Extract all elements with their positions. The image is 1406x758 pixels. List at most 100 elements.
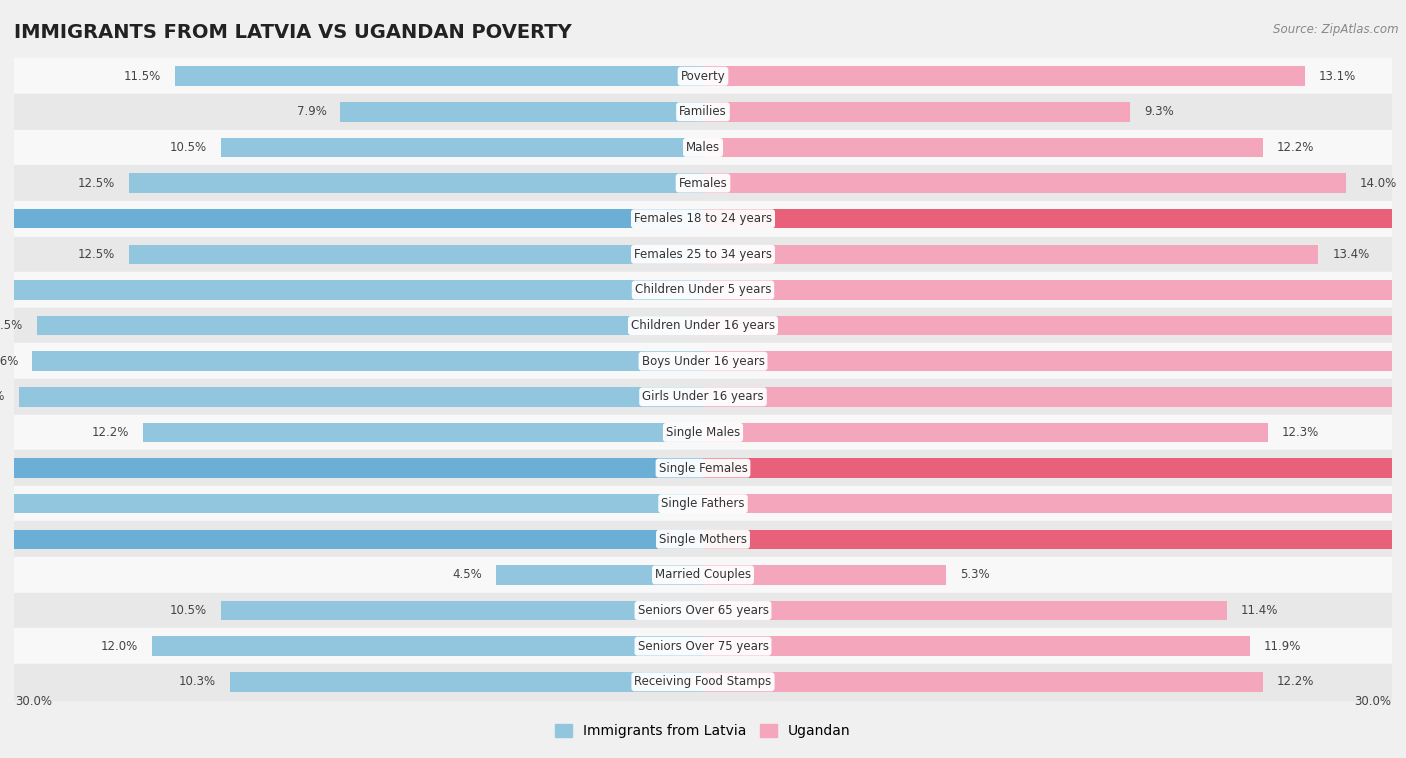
Bar [703,637,1250,656]
Text: Single Fathers: Single Fathers [661,497,745,510]
Text: 13.1%: 13.1% [1319,70,1355,83]
Text: Receiving Food Stamps: Receiving Food Stamps [634,675,772,688]
Text: 12.2%: 12.2% [1277,675,1315,688]
Text: 12.5%: 12.5% [77,248,115,261]
Text: Single Females: Single Females [658,462,748,475]
Text: 12.3%: 12.3% [1282,426,1319,439]
Bar [703,67,1305,86]
Bar [174,67,703,86]
Bar [703,565,946,584]
Text: Families: Families [679,105,727,118]
Text: Married Couples: Married Couples [655,568,751,581]
Text: Males: Males [686,141,720,154]
Text: 11.9%: 11.9% [1264,640,1301,653]
Text: Poverty: Poverty [681,70,725,83]
Text: 30.0%: 30.0% [1354,695,1391,708]
Bar [142,423,703,442]
Bar [14,664,1392,700]
Bar [14,415,1392,450]
Bar [14,343,1392,379]
Bar [0,459,703,478]
Text: 12.0%: 12.0% [101,640,138,653]
Bar [14,450,1392,486]
Bar [703,459,1406,478]
Text: 12.2%: 12.2% [91,426,129,439]
Bar [703,245,1319,264]
Text: Boys Under 16 years: Boys Under 16 years [641,355,765,368]
Text: 14.0%: 14.0% [1360,177,1398,190]
Bar [703,316,1406,335]
Text: Source: ZipAtlas.com: Source: ZipAtlas.com [1274,23,1399,36]
Text: 7.9%: 7.9% [297,105,326,118]
Bar [703,530,1406,549]
Bar [703,352,1406,371]
Bar [703,423,1268,442]
Text: 14.6%: 14.6% [0,355,18,368]
Bar [340,102,703,121]
Text: 13.4%: 13.4% [1333,248,1369,261]
Bar [14,379,1392,415]
Bar [0,494,703,513]
Text: 10.5%: 10.5% [170,604,207,617]
Bar [496,565,703,584]
Text: 11.4%: 11.4% [1240,604,1278,617]
Bar [14,94,1392,130]
Bar [703,174,1346,193]
Bar [703,280,1406,299]
Bar [18,387,703,406]
Text: 5.3%: 5.3% [960,568,990,581]
Bar [14,58,1392,94]
Text: 12.2%: 12.2% [1277,141,1315,154]
Text: 4.5%: 4.5% [453,568,482,581]
Text: 14.9%: 14.9% [0,390,4,403]
Bar [32,352,703,371]
Text: Single Mothers: Single Mothers [659,533,747,546]
Bar [0,530,703,549]
Text: Girls Under 16 years: Girls Under 16 years [643,390,763,403]
Bar [14,593,1392,628]
Bar [14,272,1392,308]
Bar [14,130,1392,165]
Text: 30.0%: 30.0% [15,695,52,708]
Text: Females 25 to 34 years: Females 25 to 34 years [634,248,772,261]
Bar [221,138,703,157]
Text: Females: Females [679,177,727,190]
Bar [703,102,1130,121]
Bar [703,601,1226,620]
Bar [14,201,1392,236]
Bar [129,245,703,264]
Bar [703,494,1406,513]
Bar [0,280,703,299]
Bar [14,486,1392,522]
Text: 10.3%: 10.3% [179,675,217,688]
Bar [152,637,703,656]
Bar [703,209,1406,228]
Bar [14,236,1392,272]
Text: 14.5%: 14.5% [0,319,24,332]
Text: Single Males: Single Males [666,426,740,439]
Bar [703,387,1406,406]
Bar [221,601,703,620]
Text: IMMIGRANTS FROM LATVIA VS UGANDAN POVERTY: IMMIGRANTS FROM LATVIA VS UGANDAN POVERT… [14,23,572,42]
Bar [14,522,1392,557]
Text: 9.3%: 9.3% [1144,105,1174,118]
Bar [14,165,1392,201]
Text: 12.5%: 12.5% [77,177,115,190]
Text: Seniors Over 75 years: Seniors Over 75 years [637,640,769,653]
Text: Females 18 to 24 years: Females 18 to 24 years [634,212,772,225]
Text: 10.5%: 10.5% [170,141,207,154]
Bar [37,316,703,335]
Legend: Immigrants from Latvia, Ugandan: Immigrants from Latvia, Ugandan [550,719,856,744]
Bar [14,557,1392,593]
Text: Children Under 16 years: Children Under 16 years [631,319,775,332]
Bar [231,672,703,691]
Bar [14,308,1392,343]
Bar [14,628,1392,664]
Text: Children Under 5 years: Children Under 5 years [634,283,772,296]
Bar [129,174,703,193]
Text: 11.5%: 11.5% [124,70,162,83]
Bar [703,138,1264,157]
Text: Seniors Over 65 years: Seniors Over 65 years [637,604,769,617]
Bar [0,209,703,228]
Bar [703,672,1264,691]
